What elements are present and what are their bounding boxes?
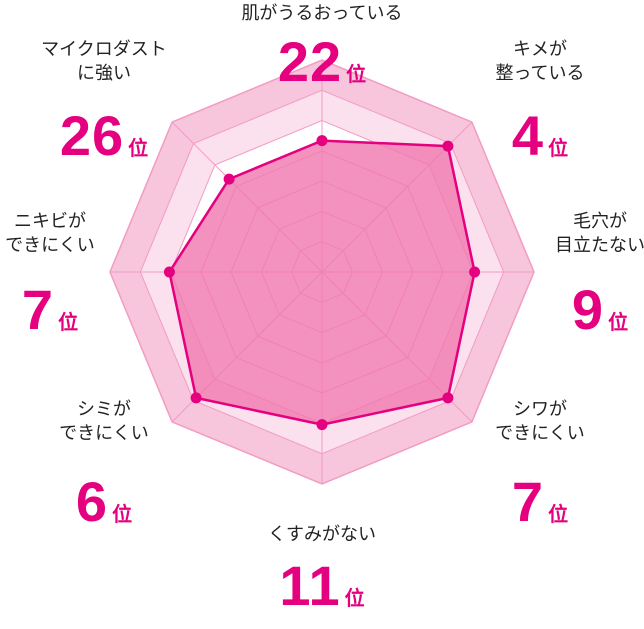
data-point [163, 266, 175, 278]
axis-label: 毛穴が 目立たない [555, 211, 644, 256]
rank-unit: 位 [346, 62, 367, 86]
rank-value: 11 位 [242, 558, 402, 614]
axis-label: ニキビが できにくい [5, 211, 95, 256]
axis-label: マイクロダスト に強い [41, 39, 167, 84]
rank-number: 11 [279, 554, 341, 617]
rank-number: 26 [59, 104, 125, 167]
data-point [223, 173, 235, 185]
axis-label: キメが 整っている [495, 39, 585, 84]
rank-value: 22 位 [242, 34, 402, 90]
rank-number: 7 [21, 278, 55, 341]
rank-number: 4 [511, 104, 545, 167]
data-point [442, 140, 454, 152]
rank-unit: 位 [608, 310, 629, 334]
rank-unit: 位 [548, 136, 569, 160]
data-point [316, 135, 328, 147]
axis-label: くすみがない [268, 524, 376, 545]
rank-unit: 位 [128, 136, 149, 160]
rank-unit: 位 [548, 502, 569, 526]
radar-series [163, 135, 481, 431]
axis-label: 肌がうるおっている [241, 3, 403, 24]
data-point [469, 266, 481, 278]
rank-unit: 位 [112, 502, 133, 526]
rank-number: 7 [511, 470, 545, 533]
rank-number: 6 [75, 470, 109, 533]
rank-unit: 位 [58, 310, 79, 334]
data-point [190, 392, 202, 404]
rank-unit: 位 [344, 586, 365, 610]
rank-number: 9 [571, 278, 605, 341]
axis-label: シミが できにくい [59, 399, 149, 444]
rank-value: 26 位 [24, 108, 184, 164]
rank-number: 22 [277, 30, 343, 93]
data-point [442, 392, 454, 404]
data-point [316, 419, 328, 431]
axis-label: シワが できにくい [495, 399, 585, 444]
